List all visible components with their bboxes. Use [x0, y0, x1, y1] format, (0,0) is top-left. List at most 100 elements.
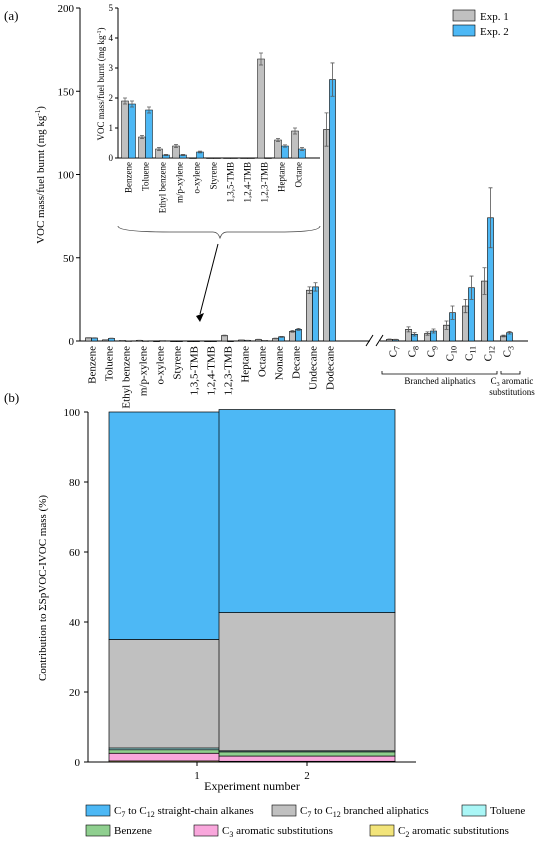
inset-x-tick-label: Ethyl benzene — [158, 162, 168, 213]
inset-bar-exp1 — [274, 139, 282, 159]
y-tick-label-b: 0 — [75, 757, 81, 769]
inset-bar-exp2 — [128, 103, 136, 159]
group-label-aromatic-line2: substitutions — [489, 387, 535, 397]
inset-bar-exp1-error-bar — [293, 127, 297, 135]
x-tick-label-a: Benzene — [87, 346, 99, 384]
chart-b: 0 20 40 60 80 100 Contribution to ΣSpVOC-IVOC … — [37, 407, 525, 839]
x-tick-label-a: Undecane — [308, 346, 320, 390]
inset-y-tick-label: 5 — [109, 3, 114, 13]
inset-bar-exp1 — [206, 157, 214, 159]
bar-exp1 — [204, 340, 211, 342]
legend-label: C7 to C12 branched aliphatics — [300, 805, 429, 819]
bar-exp2 — [227, 340, 234, 342]
inset-bar-exp2-error-bar — [198, 150, 202, 154]
y-tick-label-b: 40 — [69, 617, 81, 629]
legend-swatch — [369, 824, 395, 837]
inset-bar-exp2 — [230, 157, 238, 159]
group-label-aromatic-line1: C3 aromatic — [491, 376, 534, 388]
inset-x-tick-label: Benzene — [124, 162, 134, 193]
inset-x-tick-label: Octane — [294, 162, 304, 187]
panel-a-label: (a) — [4, 8, 18, 23]
inset-bar-exp1-error-bar — [259, 52, 263, 66]
inset-x-tick-label: 1,2,3-TMB — [260, 162, 270, 203]
y-axis-label-b: Contribution to ΣSpVOC-IVOC mass (%) — [37, 495, 49, 681]
x-tick-label-a: o-xylene — [155, 346, 167, 385]
x-tick-label-a: Decane — [291, 346, 303, 379]
inset-bar-exp2-error-bar — [130, 100, 134, 108]
legend-swatch — [461, 804, 487, 817]
bar-exp2-error-bar — [393, 338, 398, 341]
stacked-segment — [218, 612, 396, 752]
y-tick-label-b: 80 — [69, 477, 81, 489]
bar-exp2 — [193, 340, 200, 342]
bar-exp1-error-bar — [273, 337, 278, 340]
inset-x-tick-label: Toluene — [141, 162, 151, 191]
x-tick-label-b: 1 — [194, 770, 200, 782]
y-tick-label-a: 200 — [58, 3, 75, 15]
axis-break-2 — [375, 334, 384, 347]
y-tick-label-a: 0 — [69, 336, 75, 348]
inset-y-axis-label: VOC mass/fuel burnt (mg kg-1) — [96, 28, 106, 141]
legend-label: Exp. 2 — [480, 26, 509, 38]
inset-x-tick-label: 1,2,4-TMB — [243, 162, 253, 203]
inset-x-tick-label: Heptane — [277, 162, 287, 192]
inset-bar-exp1 — [240, 157, 248, 159]
x-tick-label-a: 1,3,5-TMB — [189, 346, 201, 396]
inset-bar-exp2-error-bar — [164, 154, 168, 156]
legend-swatch — [85, 804, 111, 817]
bar-exp1-error-bar — [387, 338, 392, 341]
bar-exp2-error-bar — [330, 62, 335, 97]
bar-exp2-error-bar — [412, 332, 417, 337]
inset-bar-exp1 — [138, 136, 146, 159]
legend-label: Benzene — [114, 825, 152, 837]
bar-exp1-error-bar — [307, 286, 312, 294]
inset-bar-exp1-error-bar — [140, 135, 144, 139]
bar-exp1 — [289, 331, 296, 342]
inset-bar-exp2 — [264, 157, 272, 159]
bar-exp1-error-bar — [222, 334, 227, 337]
inset-bar-exp2 — [213, 157, 221, 159]
bar-exp1 — [187, 340, 194, 342]
stacked-segment — [218, 751, 396, 757]
bar-exp1-error-bar — [290, 330, 295, 333]
x-tick-label-a: C11 — [464, 346, 478, 361]
bar-exp2-error-bar — [488, 187, 493, 249]
inset-brace — [117, 225, 321, 240]
inset-y-tick-label: 0 — [109, 153, 114, 163]
bracket-branched — [381, 371, 498, 375]
bar-exp1 — [323, 129, 330, 342]
x-tick-label-a: Styrene — [172, 346, 184, 380]
bar-exp1 — [221, 335, 228, 342]
inset-bar-exp1-error-bar — [157, 147, 161, 151]
bar-exp2 — [210, 340, 217, 342]
inset-bar-exp2 — [281, 145, 289, 159]
legend-swatch — [85, 824, 111, 837]
bar-exp1-error-bar — [463, 298, 468, 314]
inset-y-tick-label: 3 — [109, 63, 114, 73]
bar-exp2 — [312, 286, 319, 342]
legend-label: Toluene — [490, 805, 525, 817]
x-tick-label-a: Heptane — [240, 346, 252, 383]
bar-exp2-error-bar — [313, 282, 318, 292]
y-tick-label-b: 60 — [69, 547, 81, 559]
bar-exp2 — [329, 79, 336, 342]
inset-bar-exp1-error-bar — [174, 144, 178, 148]
x-tick-label-a: C8 — [407, 346, 421, 357]
inset-bar-exp1 — [257, 58, 265, 159]
legend-swatch — [452, 24, 476, 37]
x-tick-label-a: C3 — [502, 346, 516, 357]
x-tick-label-a: C10 — [445, 346, 459, 361]
bar-exp2-error-bar — [507, 330, 512, 335]
legend-label: C2 aromatic substitutions — [398, 825, 509, 839]
inset-x-tick-label: 1,3,5-TMB — [226, 162, 236, 203]
x-tick-label-a: Octane — [257, 346, 269, 377]
inset-x-tick-label: m/p-xylene — [175, 162, 185, 203]
y-axis-label-a: VOC mass/fuel burnt (mg kg-1) — [34, 106, 47, 244]
inset-bar-exp2-error-bar — [147, 106, 151, 114]
x-tick-label-a: Toluene — [104, 346, 116, 381]
inset-bar-exp2 — [145, 109, 153, 159]
legend-label: C7 to C12 straight-chain alkanes — [114, 805, 254, 819]
bar-exp1-error-bar — [425, 331, 430, 336]
inset-bar-exp1 — [121, 100, 129, 159]
panel-b-label: (b) — [4, 390, 19, 405]
